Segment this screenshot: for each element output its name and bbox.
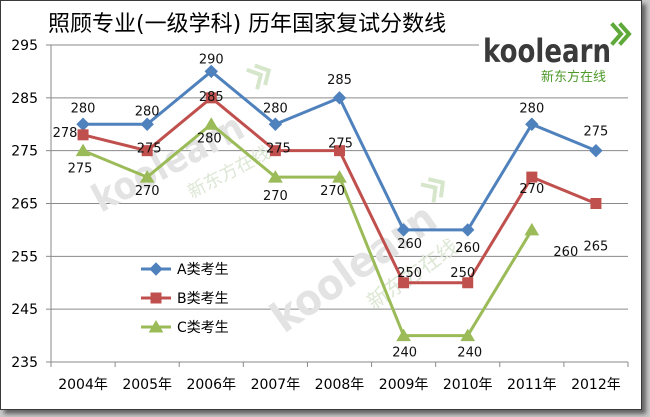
data-label: 275 (328, 137, 353, 152)
x-tick-label: 2004年 (58, 377, 108, 393)
series-a (76, 64, 603, 237)
x-tick-label: 2007年 (251, 377, 301, 393)
y-tick-label: 285 (11, 91, 38, 107)
data-point (461, 223, 475, 237)
legend-label: C类考生 (177, 320, 229, 336)
data-label: 275 (137, 142, 162, 157)
data-point (204, 64, 218, 79)
legend-label: A类考生 (177, 262, 229, 278)
data-point (76, 117, 90, 131)
data-label: 285 (199, 90, 224, 105)
data-point (460, 328, 476, 342)
data-label: 275 (266, 142, 291, 157)
x-tick-label: 2006年 (186, 377, 236, 393)
data-label: 240 (392, 346, 417, 361)
legend-label: B类考生 (177, 291, 229, 307)
data-point (396, 223, 411, 237)
x-tick-label: 2011年 (507, 377, 557, 393)
series-line (82, 122, 534, 338)
data-label: 280 (135, 104, 160, 119)
logo-background (479, 17, 635, 87)
data-point (268, 117, 283, 131)
data-point (589, 143, 603, 158)
data-point (203, 117, 219, 130)
data-point (590, 198, 602, 209)
x-tick-label: 2010年 (443, 377, 493, 393)
data-label: 285 (327, 73, 352, 88)
axes: 235 245 255 265 275 285 295 2004年 2005年 2006年 2007… (11, 38, 629, 393)
data-label: 250 (397, 266, 422, 281)
chart-title: 照顾专业(一级学科) 历年国家复试分数线 (48, 12, 446, 37)
series-b (77, 92, 602, 289)
data-label: 278 (53, 126, 78, 141)
data-labels: 280 280 290 280 285 260 260 280 275 278 275 285 275 2… (53, 52, 609, 360)
y-tick-label: 275 (11, 144, 38, 160)
series-group (75, 64, 603, 342)
data-label: 280 (71, 101, 96, 116)
data-point (524, 222, 540, 236)
data-label: 265 (584, 240, 609, 255)
koolearn-logo: koolearn 新东方在线 (479, 17, 635, 87)
legend-item: A类考生 (141, 262, 229, 278)
data-label: 260 (397, 237, 422, 252)
data-point (77, 129, 89, 141)
x-tick-label: 2008年 (315, 377, 365, 393)
chart-frame: koolearn 新东方在线 koolearn 新东方在线 235 245 255 2… (0, 0, 642, 410)
y-tick-label: 265 (11, 197, 38, 213)
data-label: 260 (455, 241, 480, 256)
x-tick-label: 2005年 (122, 377, 172, 393)
data-label: 270 (320, 184, 345, 199)
legend-marker (149, 262, 163, 276)
watermark-chevron-icon (420, 177, 446, 203)
data-point (396, 328, 411, 342)
data-point (269, 145, 281, 157)
series-c (75, 117, 540, 342)
data-point (332, 170, 347, 183)
data-label: 260 (553, 245, 578, 260)
y-tick-label: 255 (11, 249, 38, 265)
data-point (75, 143, 91, 157)
legend-item: B类考生 (141, 291, 229, 307)
watermark-chevron-icon (246, 63, 272, 90)
x-tick-label: 2009年 (379, 377, 429, 393)
data-point (334, 145, 345, 157)
data-point (139, 170, 155, 183)
data-label: 290 (199, 52, 224, 67)
data-label: 280 (197, 131, 222, 146)
data-label: 270 (519, 182, 544, 197)
logo-wordmark: koolearn (483, 32, 611, 70)
data-label: 275 (584, 125, 609, 140)
y-tick-label: 235 (11, 355, 38, 371)
data-label: 280 (263, 101, 288, 116)
logo-chevron-icon (610, 22, 632, 46)
data-point (462, 277, 474, 289)
data-point (526, 171, 538, 183)
logo-tagline: 新东方在线 (541, 69, 606, 85)
data-point (398, 277, 410, 289)
legend: A类考生 B类考生 C类考生 (141, 262, 229, 336)
data-point (268, 170, 283, 183)
x-tick-label: 2012年 (571, 377, 621, 393)
data-label: 240 (457, 346, 482, 361)
line-chart: koolearn 新东方在线 koolearn 新东方在线 2352452552… (11, 12, 635, 393)
data-point (332, 91, 347, 105)
legend-marker (148, 320, 164, 333)
data-point (141, 145, 153, 157)
data-label: 250 (450, 266, 475, 281)
data-label: 280 (519, 101, 544, 116)
data-point (140, 117, 154, 131)
data-label: 275 (68, 162, 93, 177)
y-tick-label: 295 (11, 38, 38, 54)
data-point (205, 92, 217, 104)
y-tick-label: 245 (11, 302, 38, 318)
legend-marker (150, 292, 162, 304)
data-point (525, 117, 539, 131)
data-label: 270 (135, 184, 160, 199)
data-label: 270 (263, 189, 288, 204)
legend-item: C类考生 (141, 320, 229, 336)
